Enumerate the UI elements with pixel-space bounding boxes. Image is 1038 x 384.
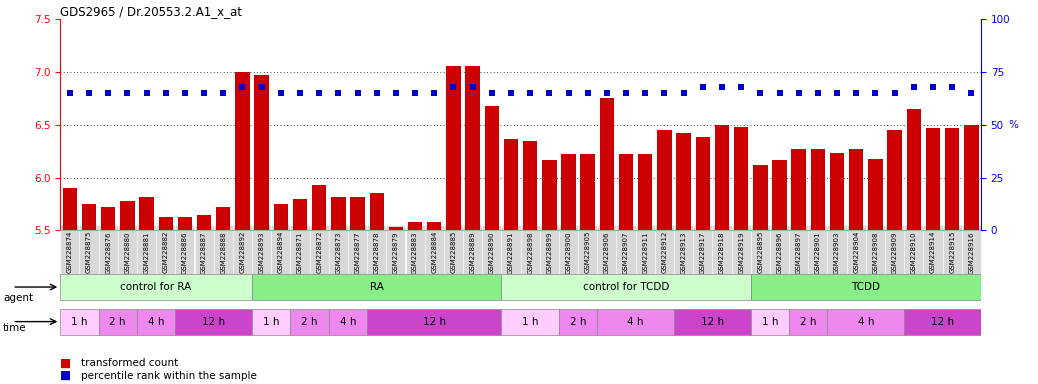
- Text: percentile rank within the sample: percentile rank within the sample: [81, 371, 256, 381]
- Bar: [62, 188, 77, 230]
- Bar: [350, 197, 364, 230]
- Bar: [60, 309, 99, 334]
- Text: TCDD: TCDD: [851, 282, 880, 292]
- Bar: [485, 106, 499, 230]
- Bar: [619, 154, 633, 230]
- Text: GDS2965 / Dr.20553.2.A1_x_at: GDS2965 / Dr.20553.2.A1_x_at: [60, 5, 242, 18]
- Bar: [197, 215, 212, 230]
- Y-axis label: %: %: [1008, 120, 1018, 130]
- Bar: [159, 217, 173, 230]
- Bar: [293, 199, 307, 230]
- Bar: [252, 274, 501, 300]
- Bar: [829, 153, 844, 230]
- Bar: [657, 130, 672, 230]
- Bar: [754, 165, 767, 230]
- Bar: [638, 154, 653, 230]
- Bar: [926, 128, 940, 230]
- Text: 1 h: 1 h: [263, 316, 279, 327]
- Text: 2 h: 2 h: [301, 316, 318, 327]
- Bar: [789, 309, 827, 334]
- Bar: [312, 185, 326, 230]
- Bar: [101, 207, 115, 230]
- Bar: [849, 149, 864, 230]
- Bar: [772, 160, 787, 230]
- Bar: [674, 309, 750, 334]
- Bar: [120, 201, 135, 230]
- Bar: [715, 125, 729, 230]
- Text: 1 h: 1 h: [522, 316, 539, 327]
- Bar: [427, 222, 441, 230]
- Text: 4 h: 4 h: [857, 316, 874, 327]
- Bar: [580, 154, 595, 230]
- Bar: [236, 72, 249, 230]
- Text: 12 h: 12 h: [931, 316, 954, 327]
- Bar: [562, 154, 576, 230]
- Bar: [558, 309, 597, 334]
- Bar: [370, 194, 384, 230]
- Bar: [792, 149, 805, 230]
- Bar: [137, 309, 175, 334]
- Bar: [945, 128, 959, 230]
- Bar: [827, 309, 904, 334]
- Text: 4 h: 4 h: [627, 316, 644, 327]
- Bar: [408, 222, 422, 230]
- Bar: [501, 309, 558, 334]
- Bar: [887, 130, 902, 230]
- Bar: [904, 309, 981, 334]
- Bar: [175, 309, 252, 334]
- Bar: [501, 274, 750, 300]
- Bar: [734, 127, 748, 230]
- Bar: [600, 98, 614, 230]
- Bar: [388, 227, 403, 230]
- Text: 2 h: 2 h: [800, 316, 817, 327]
- Bar: [329, 309, 367, 334]
- Text: 4 h: 4 h: [339, 316, 356, 327]
- Bar: [964, 125, 979, 230]
- Bar: [811, 149, 825, 230]
- Bar: [177, 217, 192, 230]
- Bar: [750, 309, 789, 334]
- Bar: [750, 274, 981, 300]
- Text: 2 h: 2 h: [109, 316, 126, 327]
- Bar: [465, 66, 480, 230]
- Text: 1 h: 1 h: [72, 316, 87, 327]
- Bar: [446, 66, 461, 230]
- Bar: [60, 274, 252, 300]
- Bar: [274, 204, 288, 230]
- Bar: [216, 207, 230, 230]
- Text: 12 h: 12 h: [422, 316, 445, 327]
- Text: ■: ■: [60, 369, 72, 382]
- Bar: [99, 309, 137, 334]
- Bar: [695, 137, 710, 230]
- Bar: [82, 204, 97, 230]
- Bar: [254, 75, 269, 230]
- Bar: [542, 160, 556, 230]
- Bar: [252, 309, 291, 334]
- Text: RA: RA: [370, 282, 384, 292]
- Bar: [597, 309, 674, 334]
- Text: transformed count: transformed count: [81, 358, 179, 368]
- Text: control for RA: control for RA: [120, 282, 192, 292]
- Bar: [367, 309, 501, 334]
- Bar: [291, 309, 329, 334]
- Bar: [139, 197, 154, 230]
- Bar: [331, 197, 346, 230]
- Text: agent: agent: [3, 293, 33, 303]
- Bar: [677, 133, 691, 230]
- Text: 2 h: 2 h: [570, 316, 586, 327]
- Bar: [503, 139, 518, 230]
- Bar: [523, 141, 538, 230]
- Text: control for TCDD: control for TCDD: [583, 282, 670, 292]
- Text: ■: ■: [60, 356, 72, 369]
- Text: 12 h: 12 h: [701, 316, 723, 327]
- Text: 1 h: 1 h: [762, 316, 778, 327]
- Bar: [906, 109, 921, 230]
- Text: 4 h: 4 h: [147, 316, 164, 327]
- Bar: [868, 159, 882, 230]
- Text: time: time: [3, 323, 27, 333]
- Text: 12 h: 12 h: [202, 316, 225, 327]
